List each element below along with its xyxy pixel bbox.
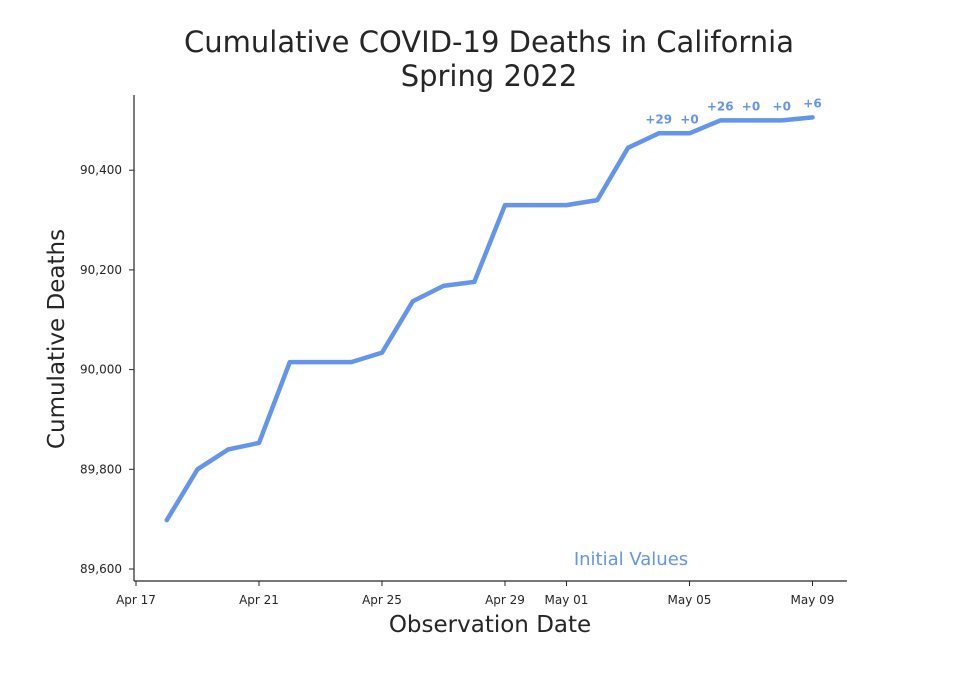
data-label: +0 xyxy=(773,99,791,113)
x-axis-label: Observation Date xyxy=(389,612,591,638)
series-point xyxy=(257,440,261,445)
series-point xyxy=(810,115,815,120)
series-point xyxy=(687,131,692,136)
data-label: +6 xyxy=(803,96,821,110)
x-tick-label: May 05 xyxy=(668,593,712,607)
legend-initial-values: Initial Values xyxy=(574,549,688,570)
series-point xyxy=(779,118,784,123)
series-point xyxy=(533,203,538,208)
x-tick-label: Apr 21 xyxy=(239,593,279,607)
series-point xyxy=(164,518,169,523)
y-axis-label: Cumulative Deaths xyxy=(44,229,70,449)
x-tick-label: Apr 29 xyxy=(485,593,525,607)
x-tick-label: Apr 17 xyxy=(116,593,156,607)
chart-subtitle: Spring 2022 xyxy=(401,59,578,93)
x-tick-label: Apr 25 xyxy=(362,593,402,607)
series-point xyxy=(626,145,630,150)
annotations: +29 +0 +26 +0 +0 +6 xyxy=(645,96,821,126)
data-label: +26 xyxy=(707,99,734,113)
x-ticks: Apr 17 Apr 21 Apr 25 Apr 29 May 01 May 05 May … xyxy=(116,581,834,607)
x-tick-label: May 09 xyxy=(791,593,835,607)
y-tick-label: 89,600 xyxy=(80,562,122,576)
y-tick-label: 90,000 xyxy=(80,363,122,377)
series-point xyxy=(226,447,231,452)
series-line-initial-values xyxy=(164,115,815,523)
chart-title: Cumulative COVID-19 Deaths in California xyxy=(184,25,794,59)
series-point xyxy=(472,279,477,284)
data-label: +0 xyxy=(742,99,760,113)
series-point xyxy=(749,118,753,123)
series-point xyxy=(441,283,446,288)
y-tick-label: 90,200 xyxy=(80,263,122,277)
series-point xyxy=(718,118,723,123)
x-tick-label: May 01 xyxy=(545,593,589,607)
y-ticks: 89,600 89,800 90,000 90,200 90,400 xyxy=(80,163,134,576)
y-tick-label: 90,400 xyxy=(80,163,122,177)
series-point xyxy=(410,299,415,304)
series-point xyxy=(656,131,661,136)
series-point xyxy=(595,198,600,203)
data-label: +0 xyxy=(680,112,698,126)
series-point xyxy=(195,467,200,472)
series-point xyxy=(564,203,569,208)
series-point xyxy=(318,360,323,365)
series-point xyxy=(287,360,292,365)
series-point xyxy=(349,360,354,365)
series-point xyxy=(503,203,507,208)
series-point xyxy=(380,350,384,355)
data-label: +29 xyxy=(645,112,672,126)
y-tick-label: 89,800 xyxy=(80,462,122,476)
series-group xyxy=(164,115,815,523)
